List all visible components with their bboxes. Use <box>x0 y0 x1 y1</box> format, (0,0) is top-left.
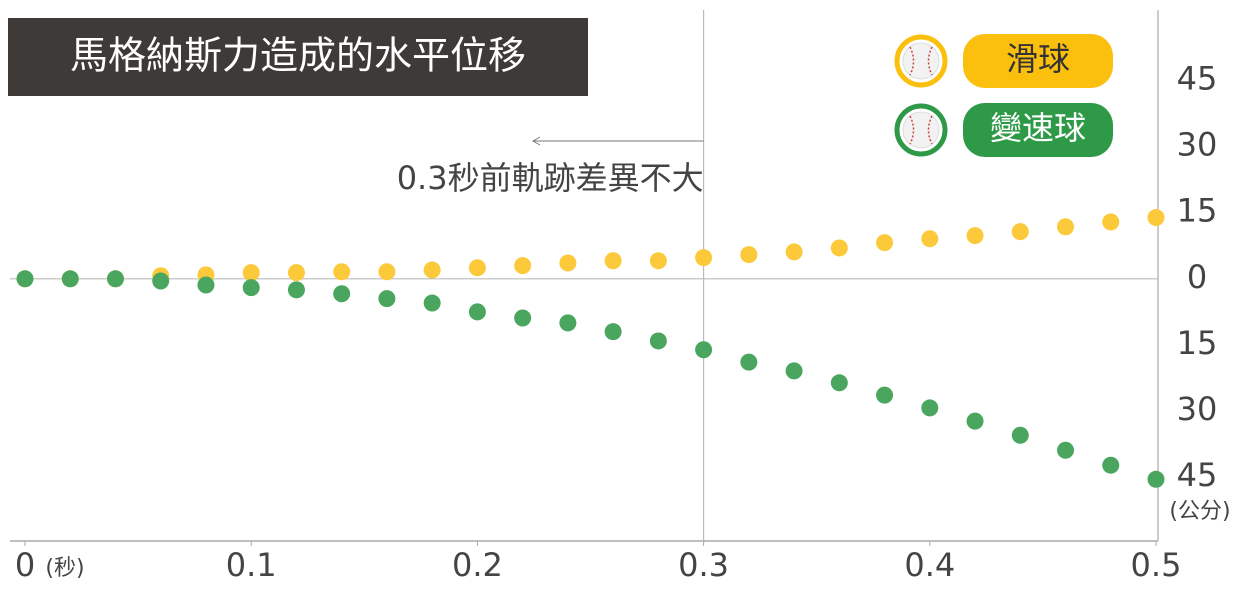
point <box>333 263 351 281</box>
point <box>514 309 532 327</box>
point <box>106 270 124 288</box>
point <box>604 323 622 341</box>
title-box <box>8 18 588 96</box>
annotation: 0.3秒前軌跡差異不大 <box>397 159 704 197</box>
point <box>785 362 803 380</box>
y-tick-label: 45 <box>1177 456 1218 494</box>
point <box>559 254 577 272</box>
point <box>468 303 486 321</box>
y-unit: (公分) <box>1169 499 1230 524</box>
point <box>287 264 305 282</box>
point <box>242 264 260 282</box>
point <box>966 412 984 430</box>
point <box>287 281 305 299</box>
chart-title: 馬格納斯力造成的水平位移 <box>70 34 526 78</box>
point <box>830 239 848 257</box>
x-tick-label: 0.4 <box>904 546 955 584</box>
legend-pill <box>963 103 1113 157</box>
point <box>649 332 667 350</box>
y-tick-label: 0 <box>1187 258 1207 296</box>
point <box>830 374 848 392</box>
legend-ball <box>902 111 940 149</box>
point <box>1057 218 1075 236</box>
point <box>1102 213 1120 231</box>
legend-label: 變速球 <box>990 109 1086 147</box>
x-unit: (秒) <box>45 556 84 581</box>
y-tick-label: 15 <box>1177 324 1218 362</box>
x-tick-label: 0 <box>15 546 35 584</box>
point <box>876 386 894 404</box>
y-tick-label: 30 <box>1177 390 1218 428</box>
point <box>1147 470 1165 488</box>
point <box>152 272 170 290</box>
point <box>1011 223 1029 241</box>
point <box>242 279 260 297</box>
point <box>1011 426 1029 444</box>
x-tick-label: 0.5 <box>1131 546 1182 584</box>
point <box>514 257 532 275</box>
point <box>695 341 713 359</box>
point <box>423 261 441 279</box>
point <box>966 227 984 245</box>
legend-label: 滑球 <box>1006 40 1070 78</box>
point <box>423 294 441 312</box>
arrow-head <box>531 136 541 146</box>
legend-pill <box>963 34 1113 88</box>
point <box>378 263 396 281</box>
x-tick-label: 0.3 <box>678 546 729 584</box>
point <box>740 353 758 371</box>
point <box>921 399 939 417</box>
point <box>695 249 713 267</box>
point <box>333 285 351 303</box>
point <box>604 252 622 270</box>
y-tick-label: 30 <box>1177 126 1218 164</box>
point <box>1147 209 1165 227</box>
legend-ball <box>902 42 940 80</box>
point <box>921 230 939 248</box>
point <box>61 270 79 288</box>
point <box>740 246 758 264</box>
point <box>1102 456 1120 474</box>
point <box>1057 441 1075 459</box>
point <box>649 252 667 270</box>
x-tick-label: 0.2 <box>452 546 503 584</box>
x-tick-label: 0.1 <box>226 546 277 584</box>
point <box>16 270 34 288</box>
point <box>378 290 396 308</box>
point <box>785 243 803 261</box>
point <box>197 276 215 294</box>
y-tick-label: 15 <box>1177 192 1218 230</box>
point <box>468 259 486 277</box>
y-tick-label: 45 <box>1177 60 1218 98</box>
point <box>559 314 577 332</box>
point <box>876 234 894 252</box>
